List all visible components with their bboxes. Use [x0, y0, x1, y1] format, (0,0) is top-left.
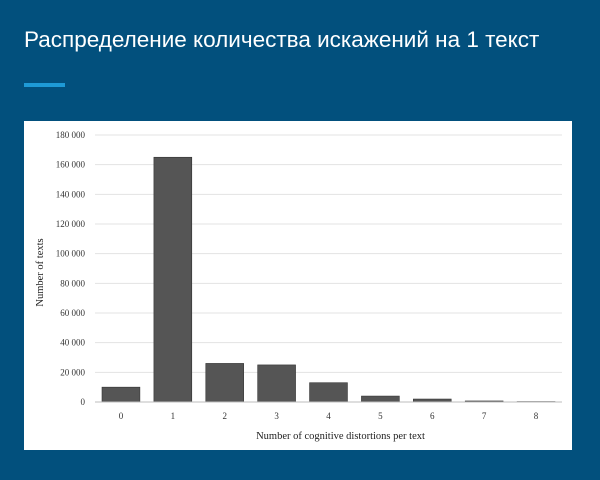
bar-1 [153, 156, 193, 403]
chart-panel: 0 20 000 40 000 60 000 80 000 100 000 120 000 1… [24, 121, 572, 450]
x-tick-label: 2 [222, 411, 227, 421]
x-tick-label: 0 [119, 411, 124, 421]
y-tick-label: 120 000 [56, 219, 86, 229]
x-axis-ticks: 0 1 2 3 4 5 6 7 8 [119, 411, 539, 421]
bar-3 [257, 364, 296, 403]
y-tick-label: 20 000 [60, 367, 85, 377]
y-axis-ticks: 0 20 000 40 000 60 000 80 000 100 000 120 000 1… [56, 130, 86, 407]
y-tick-label: 40 000 [60, 338, 85, 348]
bar-chart: 0 20 000 40 000 60 000 80 000 100 000 120 000 1… [35, 130, 562, 442]
bar-2 [205, 363, 244, 403]
y-axis-title: Number of texts [35, 238, 46, 306]
x-tick-label: 8 [534, 411, 539, 421]
x-tick-label: 3 [274, 411, 279, 421]
y-tick-label: 100 000 [56, 249, 86, 259]
y-tick-label: 160 000 [56, 160, 86, 170]
y-tick-label: 60 000 [60, 308, 85, 318]
bar-0 [101, 386, 141, 403]
slide-title: Распределение количества искажений на 1 … [24, 27, 540, 52]
y-tick-label: 140 000 [56, 189, 86, 199]
y-tick-label: 180 000 [56, 130, 86, 140]
x-axis-title: Number of cognitive distortions per text [256, 431, 425, 442]
x-tick-label: 5 [378, 411, 383, 421]
x-tick-label: 6 [430, 411, 435, 421]
bar-5 [361, 395, 400, 403]
x-tick-label: 7 [482, 411, 487, 421]
x-tick-label: 1 [171, 411, 176, 421]
bar-4 [309, 382, 348, 403]
x-tick-label: 4 [326, 411, 331, 421]
accent-rule [24, 83, 65, 87]
y-tick-label: 80 000 [60, 278, 85, 288]
y-tick-label: 0 [81, 397, 86, 407]
bars [101, 156, 556, 403]
